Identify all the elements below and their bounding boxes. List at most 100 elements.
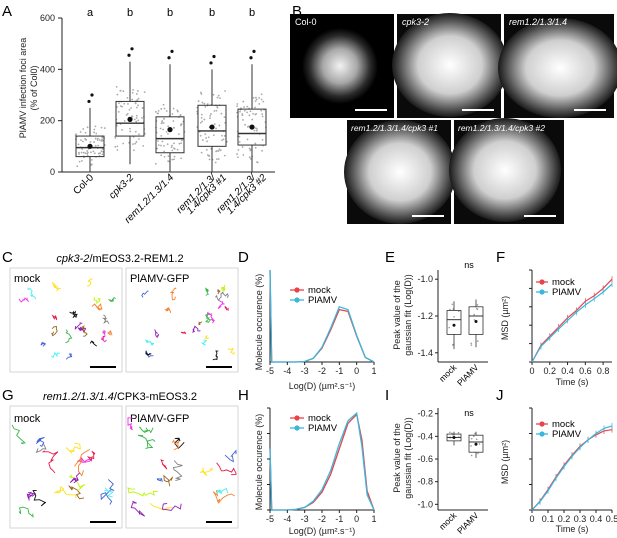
panel-a-data-point [157,144,160,147]
panel-a-outlier [127,53,131,57]
panel-h-chart: Molecule occurence (%) -5 -4 -3 -2 -1 0 1 Log(… [254,407,377,536]
panel-a-data-point [221,134,223,137]
single-particle-track [145,350,152,356]
panel-f-ylabel: MSD (µm²) [500,296,510,340]
panel-a-data-point [238,135,241,138]
panel-a-box [155,116,185,154]
panel-a-data-point [178,133,180,136]
panel-a-data-point [254,146,257,149]
single-particle-track [137,434,156,449]
single-particle-track [27,287,36,300]
panel-d-chart: Molecule occurence (%) -5 -4 -3 -2 -1 0 1 Log(… [254,269,377,391]
panel-a-data-point [203,102,206,105]
panel-f-chart: MSD (µm²) 0 0.2 0.4 0.6 0.8 Time (s) mockPlA… [500,269,613,387]
panel-a-data-point [135,114,138,117]
single-particle-track [51,314,58,321]
track-label-plamv: PlAMV-GFP [130,413,189,425]
panel-a-data-point [255,113,258,115]
panel-a-data-point [143,91,146,94]
panel-a-data-point [163,150,166,153]
panel-a-data-point [199,121,202,124]
panel-a-data-point [165,110,168,112]
panel-i-ytick-label: -0.2 [417,409,433,419]
panel-a-data-point [98,139,101,141]
panel-a-ylabel-line2: (% of Col0) [29,65,39,110]
panel-a-data-point [200,93,203,95]
legend-label: PlAMV [552,287,582,298]
panel-a-data-point [217,94,220,97]
microscopy-image-col0: Col-0 [290,14,394,118]
single-particle-track [51,325,58,337]
panel-g-title: rem1.2/1.3/1.4/CPK3-mEOS3.2 [43,391,197,403]
panel-d-xlabel: Log(D) (µm².s⁻¹) [289,381,355,391]
legend-marker [294,297,300,303]
panel-a-data-point [246,125,249,128]
panel-a-data-point [218,148,221,151]
panel-a-data-point [103,127,106,130]
legend-marker [294,287,300,293]
panel-a-data-point [135,117,138,119]
panel-a-data-point [125,114,128,116]
panel-i-ylabel-line1: Peak value of the [392,423,402,493]
data-point [470,445,472,447]
panel-a-data-point [260,109,263,112]
panel-j-xlabel: Time (s) [556,524,589,534]
panel-a-data-point [161,120,164,123]
panel-a-category-label: cpk3-2 [107,172,136,201]
panel-a-data-point [127,103,129,105]
panel-a-data-point [142,144,145,147]
panel-a-data-point [160,122,163,125]
panel-a-data-point [154,162,157,165]
panel-a-data-point [161,140,164,143]
panel-a-data-point [212,134,215,137]
panel-a-mean-marker [209,124,215,130]
panel-a-outlier [170,49,174,53]
panel-h-xtick-label: -3 [301,514,309,524]
panel-a-data-point [173,158,175,161]
panel-a-outlier [212,54,216,59]
single-particle-track [69,310,78,319]
panel-a-mean-marker [127,116,133,122]
panel-h-xtick-label: -1 [335,514,343,524]
data-point [449,308,451,311]
single-particle-track [69,472,81,484]
panel-d-xtick-label: -2 [318,366,326,376]
single-particle-track [78,449,91,477]
panel-a-data-point [114,145,117,148]
panel-a-data-point [159,127,162,130]
panel-a-data-point [218,124,221,127]
panel-a-data-point [160,144,162,147]
single-particle-track [89,340,97,347]
panel-a-ytick-label: 600 [40,13,55,23]
panel-a-data-point [206,140,208,143]
panel-a-data-point [137,104,140,107]
panel-a-data-point [238,140,241,143]
panel-a-data-point [222,138,225,141]
panel-a-data-point [126,97,129,99]
panel-f-series-mock [531,278,613,363]
legend-label: mock [308,413,331,424]
legend-marker [294,415,300,421]
panel-h-ylabel: Molecule occurence (%) [254,414,264,511]
panel-a-data-point [172,126,175,129]
data-point [475,438,478,441]
legend-label: mock [552,419,575,430]
panel-a-data-point [220,112,223,115]
panel-label-g: G [2,387,14,404]
panel-a-data-point [130,107,132,109]
single-particle-track [156,477,163,483]
panel-a-data-point [213,110,216,112]
panel-a-data-point [122,142,125,145]
panel-a-data-point [86,154,89,157]
panel-f-xlabel: Time (s) [556,377,589,387]
panel-a-data-point [261,113,263,116]
panel-a-data-point [97,144,100,147]
data-point [451,303,454,306]
panel-a-data-point [119,105,122,107]
panel-a-data-point [95,132,98,135]
single-particle-track [51,281,61,292]
panel-a-data-point [213,123,216,126]
panel-a-data-point [80,139,82,142]
track-label-mock: mock [14,273,41,285]
